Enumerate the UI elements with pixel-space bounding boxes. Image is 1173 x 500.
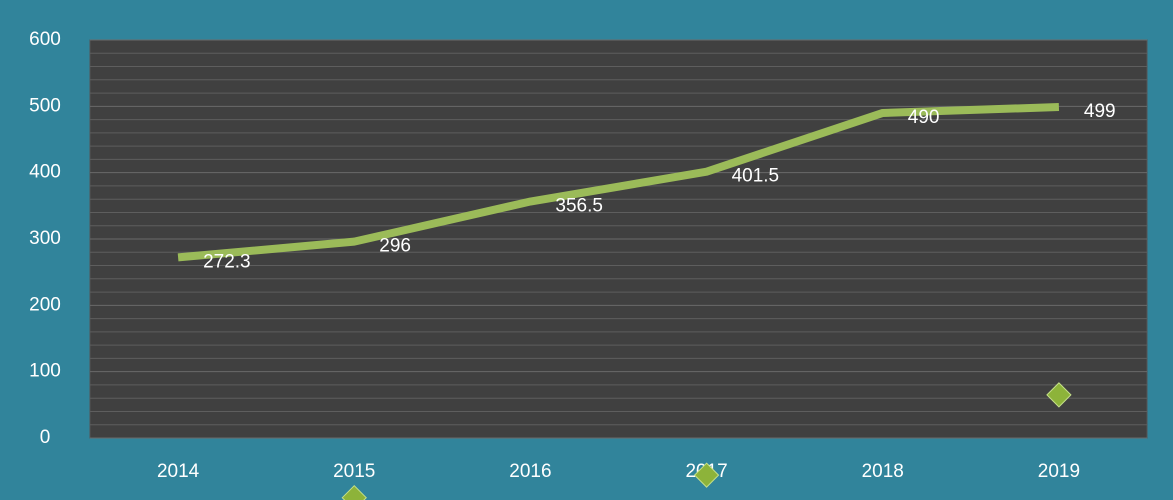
- x-tick-label: 2019: [1038, 461, 1080, 482]
- diamond-marker: [341, 484, 367, 500]
- x-tick-label: 2016: [509, 461, 551, 482]
- y-tick-label: 100: [29, 361, 61, 382]
- y-tick-label: 400: [29, 162, 61, 183]
- y-tick-label: 200: [29, 294, 61, 315]
- y-tick-label: 600: [29, 29, 61, 50]
- data-label: 499: [1084, 101, 1116, 122]
- diamond-marker: [1046, 382, 1072, 408]
- data-label: 490: [908, 107, 940, 128]
- diamond-marker: [693, 462, 720, 488]
- data-label: 356.5: [555, 196, 603, 217]
- data-label: 296: [379, 236, 411, 257]
- y-tick-label: 500: [29, 95, 61, 116]
- x-tick-label: 2014: [157, 461, 200, 482]
- data-line: [177, 102, 1060, 262]
- x-tick-label: 2015: [333, 461, 375, 482]
- y-tick-label: 0: [40, 427, 51, 448]
- data-label: 272.3: [203, 251, 251, 272]
- data-label: 401.5: [732, 166, 780, 187]
- y-tick-label: 300: [29, 228, 61, 249]
- x-tick-label: 2018: [862, 461, 904, 482]
